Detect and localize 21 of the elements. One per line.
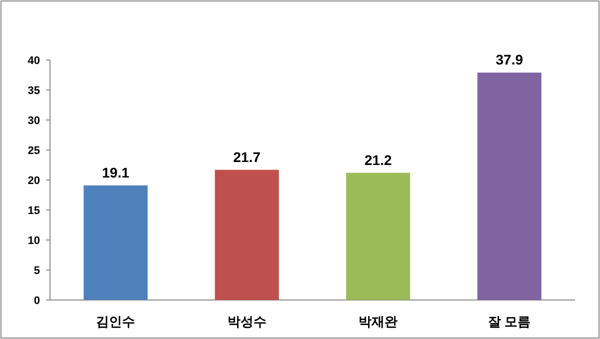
y-tick-label: 25 (28, 145, 40, 157)
x-tick-label: 박성수 (227, 314, 266, 329)
data-label: 19.1 (102, 164, 130, 180)
y-tick-label: 5 (34, 265, 40, 277)
y-tick-label: 10 (28, 235, 40, 247)
data-label: 21.7 (233, 148, 261, 165)
y-tick-label: 0 (34, 295, 40, 307)
bar (84, 185, 148, 300)
x-tick-label: 박재완 (358, 314, 398, 329)
x-tick-label: 김인수 (96, 314, 136, 329)
bar (214, 170, 279, 300)
y-tick-label: 30 (28, 115, 40, 127)
bar (477, 72, 542, 300)
y-tick-label: 35 (28, 85, 40, 97)
data-label: 37.9 (496, 52, 524, 68)
y-tick-label: 40 (28, 55, 40, 67)
x-tick-label: 잘 모름 (488, 314, 531, 329)
bar (346, 172, 410, 300)
y-tick-label: 20 (28, 175, 40, 187)
y-tick-label: 15 (28, 205, 40, 217)
data-label: 21.2 (364, 152, 392, 168)
